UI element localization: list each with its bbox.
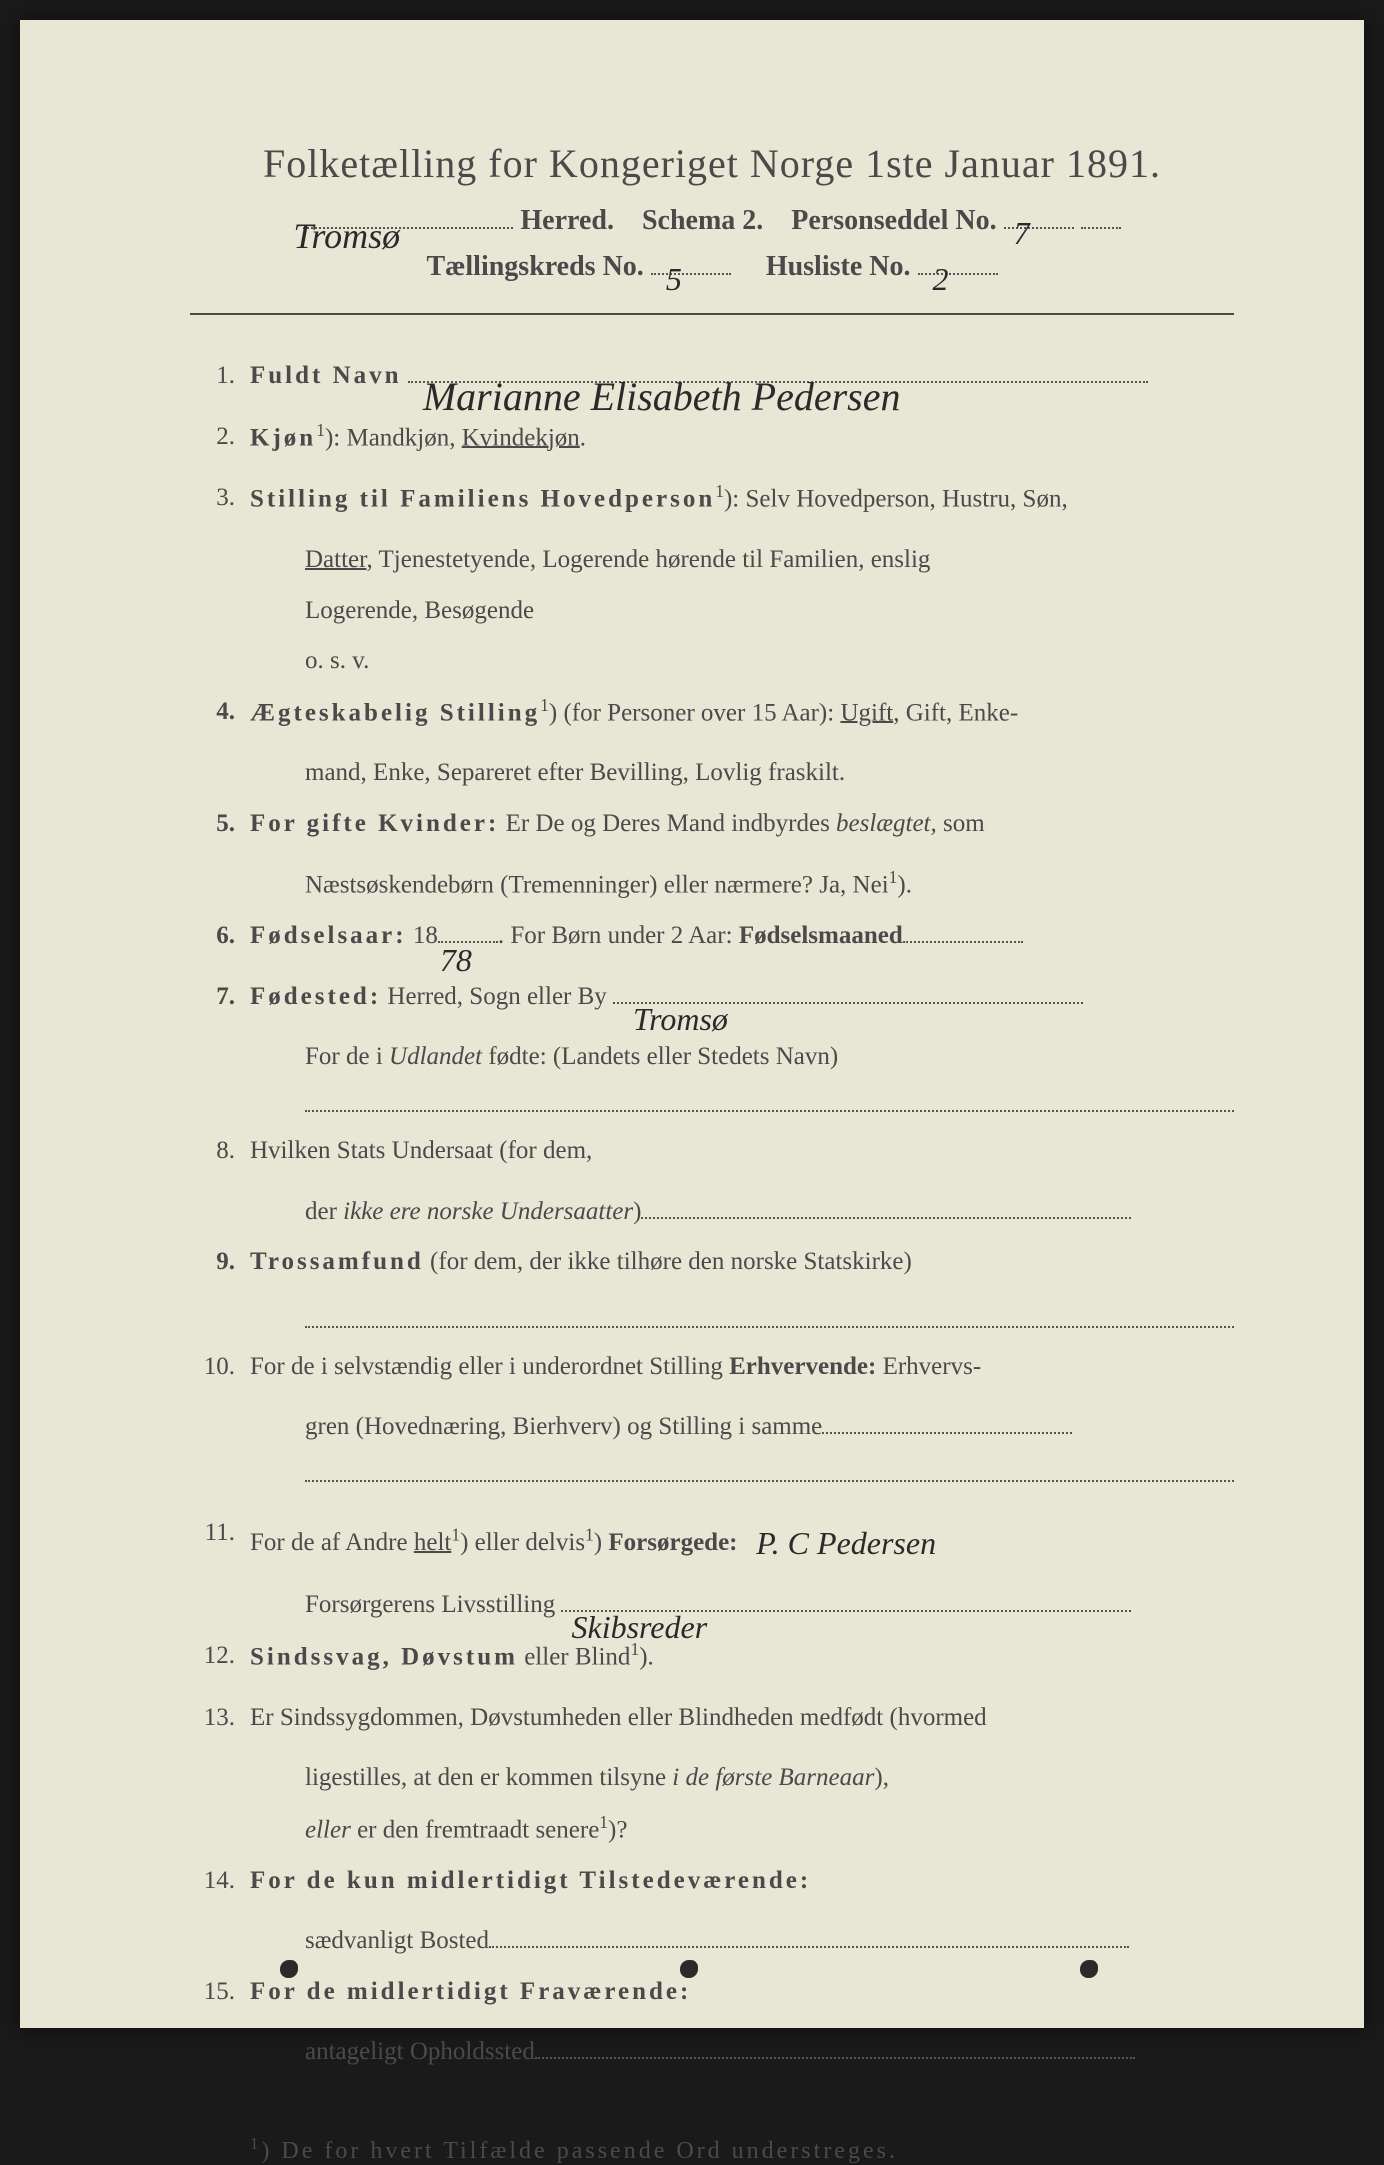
husliste-no: 2 (933, 261, 949, 298)
footnote: 1) De for hvert Tilfælde passende Ord un… (190, 2134, 1234, 2165)
item-10-occupation: 10. For de i selvstændig eller i underor… (190, 1346, 1234, 1389)
kreds-no: 5 (666, 261, 682, 298)
punch-hole (680, 1960, 698, 1978)
item-13-disability-onset: 13. Er Sindssygdommen, Døvstumheden elle… (190, 1697, 1234, 1740)
relation-selected: Datter (305, 546, 366, 573)
item-8-line2: der ikke ere norske Undersaatter) (190, 1191, 1234, 1234)
item-10-blank-line (305, 1457, 1234, 1483)
item-15-temporary-absent: 15. For de midlertidigt Fraværende: (190, 1971, 1234, 2014)
item-2-sex: 2. Kjøn1): Mandkjøn, Kvindekjøn. (190, 416, 1234, 460)
item-3-line3: Logerende, Besøgende (190, 590, 1234, 633)
kreds-line: Tællingskreds No. 5 Husliste No. 2 (190, 251, 1234, 283)
item-3-relation: 3. Stilling til Familiens Hovedperson1):… (190, 477, 1234, 521)
item-9-blank-line (305, 1302, 1234, 1328)
form-title: Folketælling for Kongeriget Norge 1ste J… (190, 140, 1234, 187)
herred-line: Tromsø Herred. Schema 2. Personseddel No… (190, 205, 1234, 237)
item-7-birthplace: 7. Fødested: Herred, Sogn eller By Troms… (190, 976, 1234, 1019)
kreds-label: Tællingskreds No. (426, 251, 643, 282)
item-10-line2: gren (Hovednæring, Bierhverv) og Stillin… (190, 1406, 1234, 1449)
marital-selected: Ugift (840, 699, 893, 726)
personseddel-no: 7 (1014, 215, 1030, 252)
item-14-line2: sædvanligt Bosted (190, 1920, 1234, 1963)
supporter-name-hw: P. C Pedersen (756, 1516, 936, 1570)
item-8-nationality: 8. Hvilken Stats Undersaat (for dem, (190, 1130, 1234, 1173)
item-3-line2: Datter, Tjenestetyende, Logerende hørend… (190, 539, 1234, 582)
census-form-page: Folketælling for Kongeriget Norge 1ste J… (20, 20, 1364, 2028)
item-11-line2: Forsørgerens Livsstilling Skibsreder (190, 1584, 1234, 1627)
item-11-supported: 11. For de af Andre helt1) eller delvis1… (190, 1512, 1234, 1566)
punch-hole (280, 1960, 298, 1978)
item-7-blank-line (305, 1087, 1234, 1113)
punch-hole (1080, 1960, 1098, 1978)
item-13-line3: eller er den fremtraadt senere1)? (190, 1808, 1234, 1852)
schema-label: Schema 2. (642, 205, 763, 236)
item-5-married-women: 5. For gifte Kvinder: Er De og Deres Man… (190, 803, 1234, 846)
item-3-line4: o. s. v. (190, 640, 1234, 683)
item-14-temporary-present: 14. For de kun midlertidigt Tilstedevære… (190, 1860, 1234, 1903)
item-13-line2: ligestilles, at den er kommen tilsyne i … (190, 1757, 1234, 1800)
sex-selected: Kvindekjøn (462, 424, 580, 451)
item-6-birth-year: 6. Fødselsaar: 1878. For Børn under 2 Aa… (190, 915, 1234, 958)
item-9-religion: 9. Trossamfund (for dem, der ikke tilhør… (190, 1241, 1234, 1284)
item-4-marital: 4. Ægteskabelig Stilling1) (for Personer… (190, 691, 1234, 735)
item-1-name: 1. Fuldt Navn Marianne Elisabeth Pederse… (190, 355, 1234, 398)
husliste-label: Husliste No. (766, 251, 911, 282)
birthplace-hw: Tromsø (633, 992, 728, 1046)
header-divider (190, 313, 1234, 315)
item-5-line2: Næstsøskendebørn (Tremenninger) eller næ… (190, 863, 1234, 907)
herred-label: Herred. (520, 205, 614, 236)
item-4-line2: mand, Enke, Separeret efter Bevilling, L… (190, 752, 1234, 795)
form-header: Folketælling for Kongeriget Norge 1ste J… (190, 140, 1234, 283)
item-15-line2: antageligt Opholdssted (190, 2031, 1234, 2074)
item-12-disability: 12. Sindssvag, Døvstum eller Blind1). (190, 1635, 1234, 1679)
personseddel-label: Personseddel No. (791, 205, 996, 236)
